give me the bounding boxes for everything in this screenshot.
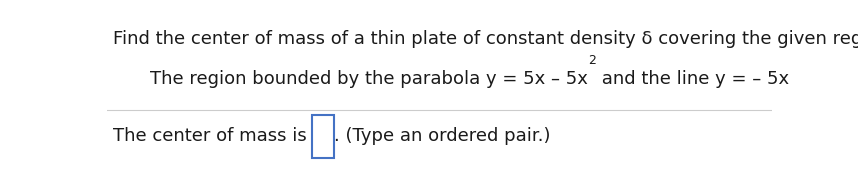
Text: . (Type an ordered pair.): . (Type an ordered pair.) <box>334 127 551 145</box>
Text: Find the center of mass of a thin plate of constant density δ covering the given: Find the center of mass of a thin plate … <box>112 30 858 48</box>
Text: The region bounded by the parabola y = 5x – 5x: The region bounded by the parabola y = 5… <box>150 70 589 88</box>
FancyBboxPatch shape <box>312 115 334 157</box>
Text: and the line y = – 5x: and the line y = – 5x <box>596 70 789 88</box>
Text: The center of mass is: The center of mass is <box>112 127 312 145</box>
Text: 2: 2 <box>589 54 596 67</box>
